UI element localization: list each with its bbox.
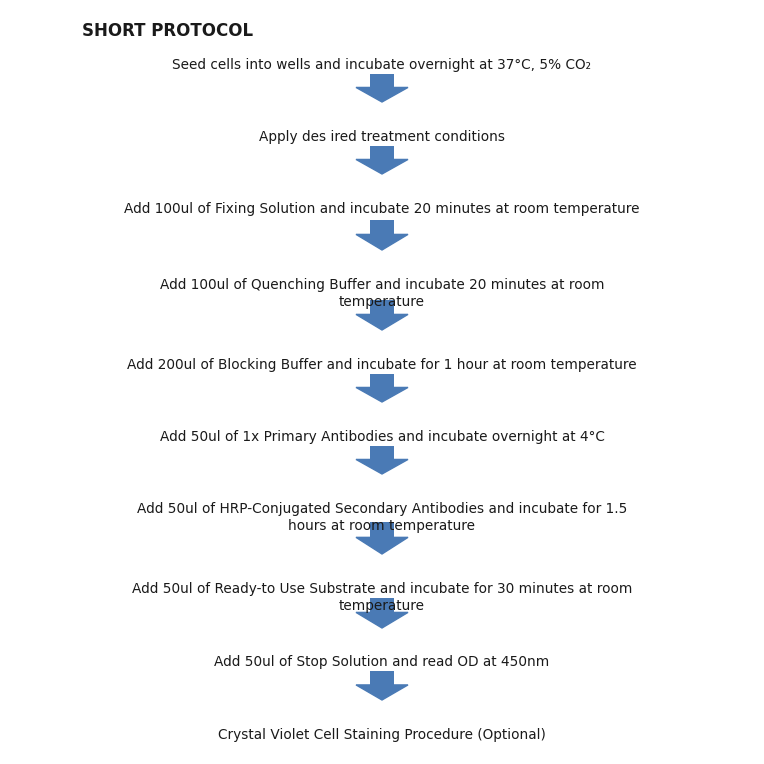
Polygon shape (356, 387, 408, 402)
Polygon shape (356, 87, 408, 102)
Polygon shape (356, 235, 408, 250)
Bar (371, 598, 393, 613)
Text: Add 200ul of Blocking Buffer and incubate for 1 hour at room temperature: Add 200ul of Blocking Buffer and incubat… (127, 358, 637, 372)
Text: Add 100ul of Fixing Solution and incubate 20 minutes at room temperature: Add 100ul of Fixing Solution and incubat… (125, 202, 639, 216)
Polygon shape (356, 537, 408, 554)
Polygon shape (356, 685, 408, 700)
Text: SHORT PROTOCOL: SHORT PROTOCOL (82, 22, 253, 40)
Text: Add 50ul of HRP-Conjugated Secondary Antibodies and incubate for 1.5
hours at ro: Add 50ul of HRP-Conjugated Secondary Ant… (137, 502, 627, 533)
Bar (371, 671, 393, 685)
Bar (371, 446, 393, 459)
Polygon shape (356, 315, 408, 330)
Bar (371, 74, 393, 87)
Text: Add 50ul of Ready-to Use Substrate and incubate for 30 minutes at room
temperatu: Add 50ul of Ready-to Use Substrate and i… (132, 582, 632, 613)
Polygon shape (356, 160, 408, 174)
Text: Crystal Violet Cell Staining Procedure (Optional): Crystal Violet Cell Staining Procedure (… (218, 728, 546, 742)
Bar (371, 146, 393, 160)
Bar (371, 220, 393, 235)
Bar (371, 374, 393, 387)
Text: Add 50ul of 1x Primary Antibodies and incubate overnight at 4°C: Add 50ul of 1x Primary Antibodies and in… (160, 430, 604, 444)
Polygon shape (356, 613, 408, 628)
Text: Apply des ired treatment conditions: Apply des ired treatment conditions (259, 130, 505, 144)
Text: Add 100ul of Quenching Buffer and incubate 20 minutes at room
temperature: Add 100ul of Quenching Buffer and incuba… (160, 278, 604, 309)
Text: Seed cells into wells and incubate overnight at 37°C, 5% CO₂: Seed cells into wells and incubate overn… (173, 58, 591, 72)
Polygon shape (356, 459, 408, 474)
Bar (371, 300, 393, 315)
Bar (371, 522, 393, 537)
Text: Add 50ul of Stop Solution and read OD at 450nm: Add 50ul of Stop Solution and read OD at… (215, 655, 549, 669)
